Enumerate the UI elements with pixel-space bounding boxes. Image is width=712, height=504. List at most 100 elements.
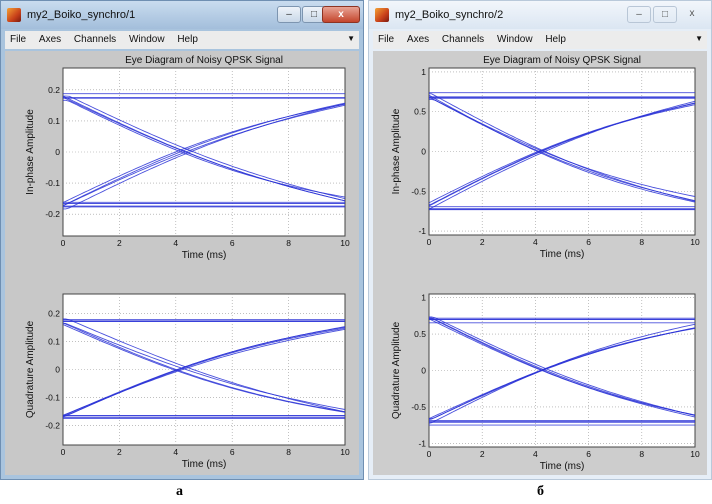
x-tick-label: 0 — [61, 447, 66, 457]
minimize-button[interactable]: – — [277, 6, 301, 23]
x-tick-label: 4 — [533, 449, 538, 459]
menu-bar: File Axes Channels Window Help ▼ — [5, 31, 359, 49]
menu-file[interactable]: File — [10, 34, 27, 45]
x-tick-label: 6 — [586, 449, 591, 459]
eye-trace — [429, 100, 695, 210]
x-tick-label: 6 — [586, 237, 591, 247]
eye-trace — [429, 102, 695, 204]
eye-trace — [63, 95, 345, 200]
figure-captions: а б — [0, 482, 712, 504]
eye-trace — [429, 318, 695, 418]
menu-window[interactable]: Window — [128, 34, 165, 45]
eye-traces — [63, 318, 345, 419]
plot-title: Eye Diagram of Noisy QPSK Signal — [483, 55, 641, 66]
x-tick-label: 0 — [427, 237, 432, 247]
menu-window[interactable]: Window — [496, 34, 533, 45]
x-tick-label: 8 — [639, 237, 644, 247]
eye-trace — [63, 328, 345, 416]
y-tick-label: -0.5 — [411, 186, 426, 196]
maximize-button[interactable]: □ — [653, 6, 677, 23]
eye-trace — [63, 99, 345, 198]
figure-window-1[interactable]: my2_Boiko_synchro/1 – □ x File Axes Chan… — [0, 0, 364, 480]
eye-plot-1: 0 2 4 6 8 10 -1 -0.5 0 0.5 1 Time (ms) Quadrature Am… — [391, 293, 700, 472]
y-axis-label: In-phase Amplitude — [25, 109, 36, 195]
menu-overflow-icon[interactable]: ▼ — [695, 34, 703, 43]
menu-bar: File Axes Channels Window Help ▼ — [373, 31, 707, 49]
eye-trace — [63, 103, 345, 204]
window-title: my2_Boiko_synchro/1 — [27, 9, 136, 21]
x-axis-label: Time (ms) — [182, 459, 227, 470]
eye-trace — [429, 94, 695, 203]
menu-axes[interactable]: Axes — [38, 34, 62, 45]
menu-help[interactable]: Help — [177, 34, 198, 45]
title-bar[interactable]: my2_Boiko_synchro/2 – □ x — [369, 1, 711, 29]
figure-area: Eye Diagram of Noisy QPSK Signal 0 2 4 6 8 10-… — [5, 51, 359, 475]
x-tick-label: 0 — [427, 449, 432, 459]
menu-axes[interactable]: Axes — [406, 34, 430, 45]
eye-trace — [429, 323, 695, 424]
matlab-icon — [375, 8, 389, 22]
y-tick-label: -0.1 — [45, 392, 60, 402]
x-tick-label: 10 — [690, 237, 700, 247]
eye-trace — [429, 93, 695, 202]
x-tick-label: 10 — [690, 449, 700, 459]
menu-channels[interactable]: Channels — [73, 34, 117, 45]
x-tick-label: 8 — [639, 449, 644, 459]
caption-a: а — [176, 484, 183, 499]
y-tick-label: 0 — [421, 147, 426, 157]
y-tick-label: -0.1 — [45, 178, 60, 188]
y-axis-label: Quadrature Amplitude — [25, 320, 36, 418]
y-tick-label: -0.5 — [411, 402, 426, 412]
matlab-icon — [7, 8, 21, 22]
eye-trace — [63, 318, 345, 413]
y-tick-label: -1 — [418, 438, 426, 448]
eye-trace — [63, 322, 345, 410]
eye-traces — [63, 93, 345, 210]
x-tick-label: 4 — [533, 237, 538, 247]
y-tick-label: 1 — [421, 293, 426, 303]
x-axis-label: Time (ms) — [182, 250, 227, 261]
plot-title: Eye Diagram of Noisy QPSK Signal — [125, 55, 283, 66]
x-tick-label: 2 — [117, 238, 122, 248]
x-tick-label: 10 — [340, 447, 350, 457]
eye-trace — [429, 104, 695, 206]
y-tick-label: 1 — [421, 67, 426, 77]
menu-help[interactable]: Help — [545, 34, 566, 45]
caption-b: б — [537, 484, 544, 499]
eye-trace — [63, 104, 345, 207]
y-tick-label: 0 — [55, 147, 60, 157]
x-tick-label: 2 — [117, 447, 122, 457]
y-tick-label: 0.5 — [414, 329, 426, 339]
eye-traces — [429, 92, 695, 211]
y-tick-label: 0.1 — [48, 116, 60, 126]
minimize-button[interactable]: – — [627, 6, 651, 23]
y-tick-label: 0 — [55, 365, 60, 375]
x-tick-label: 4 — [173, 238, 178, 248]
y-tick-label: -0.2 — [45, 209, 60, 219]
figure-1-plots: Eye Diagram of Noisy QPSK Signal 0 2 4 6 8 10 -… — [25, 55, 350, 470]
eye-trace — [429, 316, 695, 416]
close-button[interactable]: x — [322, 6, 360, 23]
y-tick-label: 0 — [421, 366, 426, 376]
menu-file[interactable]: File — [378, 34, 395, 45]
y-tick-label: -1 — [418, 226, 426, 236]
figure-window-2[interactable]: my2_Boiko_synchro/2 – □ x File Axes Chan… — [368, 0, 712, 480]
y-axis-label: In-phase Amplitude — [391, 108, 402, 194]
y-tick-label: -0.2 — [45, 420, 60, 430]
x-tick-label: 4 — [173, 447, 178, 457]
close-button[interactable]: x — [689, 8, 695, 19]
eye-trace — [63, 103, 345, 210]
title-bar[interactable]: my2_Boiko_synchro/1 – □ x — [1, 1, 363, 29]
menu-channels[interactable]: Channels — [441, 34, 485, 45]
x-tick-label: 6 — [230, 238, 235, 248]
eye-trace — [63, 96, 345, 202]
figure-area: Eye Diagram of Noisy QPSK Signal 0 2 4 6 8 10-… — [373, 51, 707, 475]
menu-overflow-icon[interactable]: ▼ — [347, 34, 355, 43]
x-tick-label: 2 — [480, 237, 485, 247]
eye-plot-1: 0 2 4 6 8 10 -0.2 -0.1 0 0.1 0.2 Time (ms) Quadratur… — [25, 293, 350, 470]
window-title: my2_Boiko_synchro/2 — [395, 9, 504, 21]
x-tick-label: 2 — [480, 449, 485, 459]
